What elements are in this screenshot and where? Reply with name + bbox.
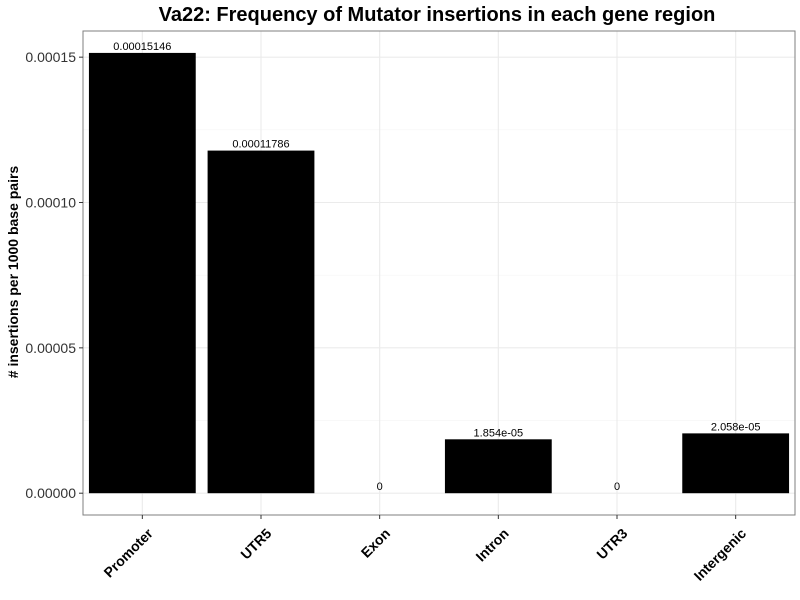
chart-title: Va22: Frequency of Mutator insertions in…: [159, 4, 716, 26]
data-label-promoter: 0.00015146: [113, 41, 171, 53]
data-label-utr3: 0: [614, 481, 620, 493]
y-axis-label: # insertions per 1000 base pairs: [5, 166, 21, 379]
x-tick-label-utr5: UTR5: [237, 525, 274, 562]
y-tick-label: 0.00000: [25, 485, 76, 501]
bar-intergenic: [682, 433, 790, 494]
bar-intron: [444, 439, 552, 494]
plot-panel: 0.00015146 0.00011786 0 1.854e-05 0 2.058e-05…: [25, 30, 796, 584]
bar-promoter: [88, 52, 196, 494]
panel-border: [82, 30, 796, 516]
data-label-utr5: 0.00011786: [232, 139, 289, 151]
x-tick-label-intron: Intron: [472, 525, 511, 564]
x-tick-label-utr3: UTR3: [593, 525, 630, 562]
y-tick-label: 0.00015: [25, 49, 76, 65]
x-tick-label-intergenic: Intergenic: [691, 525, 750, 584]
y-tick-label: 0.00010: [25, 195, 76, 211]
data-label-intron: 1.854e-05: [474, 427, 524, 439]
y-tick-label: 0.00005: [25, 340, 76, 356]
bar-utr5: [207, 150, 315, 494]
x-tick-label-promoter: Promoter: [100, 525, 156, 581]
x-tick-label-exon: Exon: [358, 525, 394, 561]
data-label-intergenic: 2.058e-05: [711, 421, 761, 433]
data-label-exon: 0: [377, 481, 383, 493]
